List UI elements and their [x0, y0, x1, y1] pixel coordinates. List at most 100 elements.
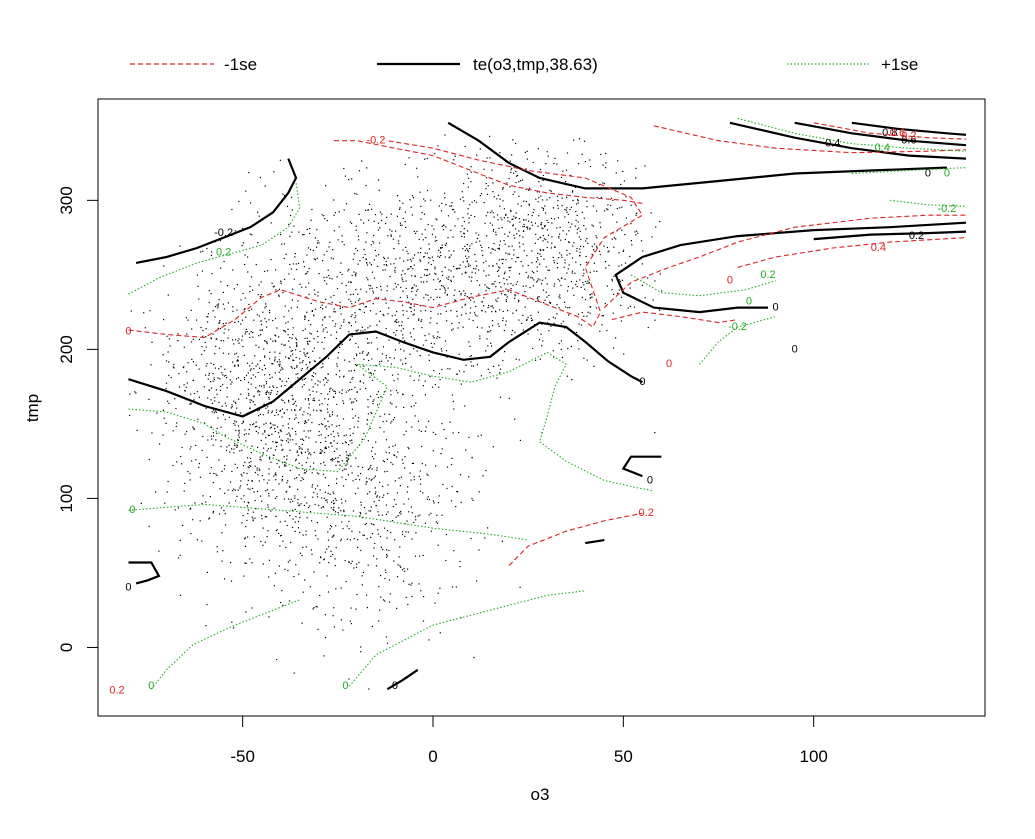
scatter-point: [496, 198, 498, 200]
scatter-point: [462, 216, 464, 219]
scatter-point: [325, 440, 327, 443]
scatter-point: [324, 280, 326, 282]
scatter-point: [571, 379, 573, 381]
scatter-point: [381, 514, 383, 516]
scatter-point: [294, 495, 296, 497]
scatter-point: [271, 389, 273, 392]
scatter-point: [325, 327, 327, 329]
scatter-point: [205, 501, 207, 503]
scatter-point: [576, 228, 578, 230]
scatter-point: [323, 254, 325, 256]
scatter-point: [136, 429, 138, 431]
scatter-point: [241, 422, 243, 425]
scatter-point: [370, 506, 372, 508]
scatter-point: [525, 219, 527, 221]
scatter-point: [351, 314, 353, 316]
scatter-point: [356, 193, 358, 195]
scatter-point: [409, 332, 411, 334]
scatter-point: [268, 434, 270, 437]
scatter-point: [301, 464, 303, 466]
contour-level-label: 0: [125, 582, 131, 594]
scatter-point: [341, 282, 343, 284]
scatter-point: [514, 228, 517, 230]
scatter-point: [260, 294, 262, 296]
scatter-point: [206, 456, 208, 458]
scatter-point: [579, 248, 581, 250]
scatter-point: [314, 530, 316, 532]
scatter-point: [361, 584, 363, 586]
scatter-point: [418, 475, 420, 477]
x-axis-title: o3: [531, 785, 550, 804]
scatter-point: [427, 299, 430, 301]
scatter-point: [330, 459, 332, 461]
scatter-point: [572, 199, 574, 202]
scatter-point: [599, 330, 601, 332]
scatter-point: [503, 240, 505, 242]
scatter-point: [505, 252, 507, 254]
scatter-point: [413, 379, 415, 382]
scatter-point: [428, 359, 430, 361]
scatter-point: [615, 238, 617, 240]
scatter-point: [275, 289, 277, 291]
y-axis-title: tmp: [23, 394, 42, 422]
scatter-point: [581, 153, 583, 155]
scatter-point: [214, 353, 216, 355]
scatter-point: [346, 454, 348, 456]
scatter-point: [387, 642, 389, 644]
scatter-point: [190, 507, 192, 509]
scatter-point: [311, 486, 313, 488]
scatter-point: [291, 427, 293, 430]
scatter-point: [218, 299, 220, 301]
scatter-point: [248, 333, 250, 335]
scatter-point: [201, 502, 203, 505]
scatter-point: [323, 276, 325, 279]
scatter-point: [440, 247, 442, 249]
scatter-point: [249, 291, 251, 293]
scatter-point: [343, 244, 345, 246]
scatter-point: [249, 401, 251, 403]
scatter-point: [392, 445, 394, 447]
scatter-point: [167, 351, 169, 353]
scatter-point: [335, 499, 337, 501]
scatter-point: [319, 562, 321, 564]
scatter-point: [522, 226, 524, 228]
scatter-point: [450, 229, 452, 231]
scatter-point: [438, 303, 440, 305]
scatter-point: [545, 239, 547, 241]
scatter-point: [267, 270, 269, 272]
scatter-point: [432, 335, 434, 337]
scatter-point: [184, 482, 186, 484]
scatter-point: [487, 368, 489, 370]
scatter-point: [336, 442, 338, 444]
scatter-point: [216, 304, 218, 306]
scatter-point: [231, 381, 233, 383]
scatter-point: [451, 202, 453, 204]
scatter-point: [539, 253, 541, 255]
scatter-point: [495, 286, 497, 288]
scatter-point: [366, 481, 368, 483]
scatter-point: [306, 272, 308, 274]
scatter-point: [223, 340, 225, 342]
scatter-point: [402, 290, 404, 292]
contour-line: [851, 167, 967, 175]
scatter-point: [260, 540, 262, 542]
scatter-point: [505, 294, 507, 296]
scatter-point: [308, 403, 310, 405]
scatter-point: [302, 546, 304, 548]
scatter-point: [615, 172, 617, 174]
scatter-point: [445, 226, 447, 228]
scatter-point: [537, 299, 539, 301]
scatter-point: [358, 417, 360, 419]
scatter-point: [257, 242, 259, 244]
scatter-point: [281, 408, 284, 410]
scatter-point: [350, 294, 352, 296]
scatter-point: [324, 316, 326, 318]
scatter-point: [595, 235, 597, 237]
scatter-point: [459, 264, 461, 266]
scatter-point: [361, 326, 363, 328]
scatter-point: [427, 496, 429, 498]
scatter-point: [472, 365, 475, 367]
scatter-point: [269, 422, 271, 424]
scatter-point: [247, 256, 249, 258]
scatter-point: [431, 346, 433, 348]
